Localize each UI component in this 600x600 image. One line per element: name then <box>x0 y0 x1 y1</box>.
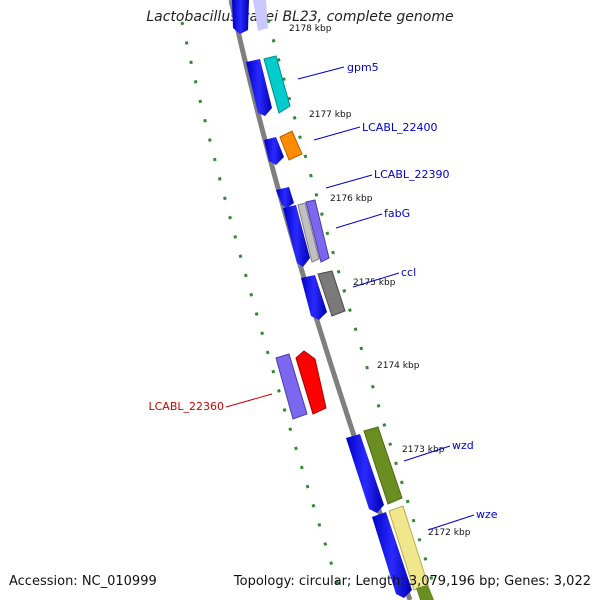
kbp-label-2174: 2174 kbp <box>377 361 420 371</box>
callout-fabG <box>335 213 383 229</box>
callout-LCABL_22390 <box>325 174 373 189</box>
gene-label-wze[interactable]: wze <box>476 508 498 521</box>
gene-arrow-blue-5 <box>301 275 327 320</box>
gene-arrow-LCABL_22390 <box>297 202 320 263</box>
map-title: Lactobacillus casei BL23, complete genom… <box>146 9 454 25</box>
gene-arrow-ccl <box>317 270 346 317</box>
gene-arrow-top-light <box>253 0 268 31</box>
callout-LCABL_22400 <box>313 126 361 141</box>
gene-arrow-bottom-green <box>416 585 434 600</box>
gene-arrow-wzd <box>363 426 403 505</box>
gene-arrow-blue-1 <box>246 59 272 116</box>
kbp-label-2177: 2177 kbp <box>309 110 352 120</box>
topology-label: Topology: circular; Length: 3,079,196 bp… <box>233 574 591 589</box>
callout-gpm5 <box>297 66 345 80</box>
gene-label-wzd[interactable]: wzd <box>452 439 474 452</box>
callout-wzd <box>403 445 451 462</box>
kbp-label-2175: 2175 kbp <box>353 278 396 288</box>
callout-wze <box>427 514 475 531</box>
gene-label-gpm5[interactable]: gpm5 <box>347 61 379 74</box>
gene-arrow-top-blue <box>232 0 249 34</box>
gene-label-fabG[interactable]: fabG <box>384 207 410 220</box>
strand-features <box>232 0 434 600</box>
gene-arrow-blue-6 <box>346 434 384 513</box>
gene-arrow-blue-2 <box>264 137 284 165</box>
gene-arrow-LCABL_22360 <box>275 353 308 420</box>
gene-label-LCABL_22360[interactable]: LCABL_22360 <box>148 400 224 413</box>
gene-arrow-blue-4 <box>283 205 310 267</box>
kbp-label-2178: 2178 kbp <box>289 24 332 34</box>
gene-arrow-blue-7 <box>372 512 412 598</box>
callout-ccl <box>352 272 400 288</box>
gene-arrow-gpm5 <box>263 55 291 114</box>
gene-arrow-blue-3 <box>276 187 294 208</box>
kbp-label-2173: 2173 kbp <box>402 445 445 455</box>
callout-LCABL_22360 <box>225 393 273 408</box>
gene-label-ccl[interactable]: ccl <box>401 266 416 279</box>
gene-arrow-fabG <box>305 199 330 263</box>
gene-label-LCABL_22400[interactable]: LCABL_22400 <box>362 121 438 134</box>
kbp-label-2176: 2176 kbp <box>330 194 373 204</box>
gene-arrow-red <box>295 350 327 415</box>
kbp-label-2172: 2172 kbp <box>428 528 471 538</box>
accession-label: Accession: NC_010999 <box>9 574 157 589</box>
inner-tick-track <box>266 19 437 591</box>
gene-arrow-LCABL_22400 <box>279 130 303 161</box>
gene-label-LCABL_22390[interactable]: LCABL_22390 <box>374 168 450 181</box>
